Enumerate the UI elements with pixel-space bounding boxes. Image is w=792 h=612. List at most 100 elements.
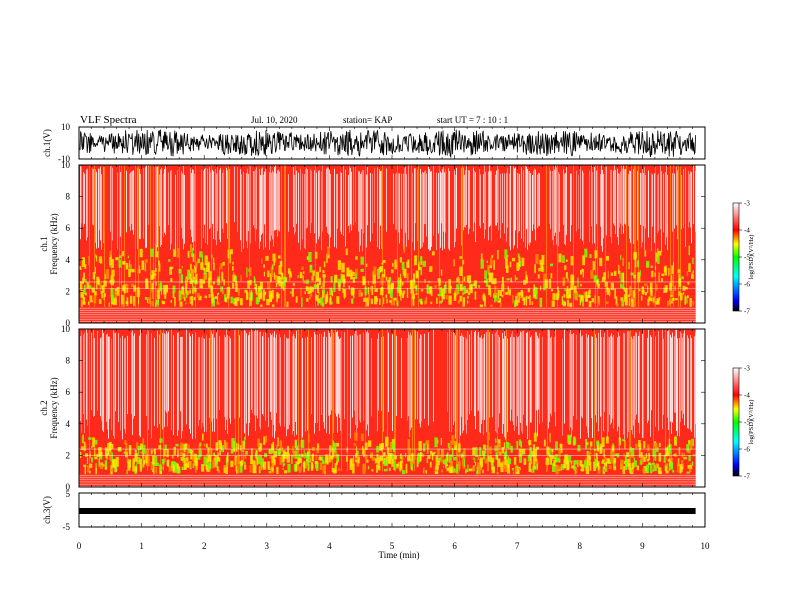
spectrogram-blob [110, 446, 112, 450]
spectrogram-blob [627, 458, 630, 467]
spectrogram-blob [541, 254, 545, 265]
spectrogram-blob [109, 264, 111, 268]
spectrogram-blob [672, 262, 675, 269]
spectrogram-streak [156, 166, 157, 252]
spectrogram-blob [230, 448, 234, 454]
spectrogram-blob [427, 455, 431, 459]
spectrogram-streak [673, 165, 674, 308]
spectrogram-blob [484, 280, 487, 283]
spectrogram-blob [332, 447, 335, 457]
spectrogram-blob [436, 459, 440, 463]
spectrogram-blob [555, 454, 558, 463]
spectrogram-streak [401, 338, 402, 419]
spectrogram-blob [290, 291, 292, 294]
spectrogram-blob [565, 272, 568, 279]
spectrogram-streak [650, 335, 651, 437]
spectrogram-blob [445, 453, 449, 463]
spectrogram-blob [263, 436, 266, 445]
spectrogram-blob [370, 452, 374, 456]
spectrogram-streak [523, 330, 524, 415]
spectrogram-streak [488, 329, 489, 472]
spectrogram-blob [560, 464, 565, 470]
spectrogram-streak [605, 165, 606, 308]
spectrogram-blob [648, 462, 650, 469]
spectrogram-streak [582, 170, 583, 241]
spectrogram-streak [285, 165, 286, 308]
spectrogram-blob [580, 464, 584, 472]
spectrogram-blob [308, 288, 311, 294]
spectrogram-blob [432, 452, 435, 456]
spectrogram-streak [626, 165, 627, 308]
spectrogram-blob [109, 257, 112, 266]
spectrogram-blob [207, 462, 211, 469]
spectrogram-blob [270, 267, 274, 277]
spectrogram-blob [653, 464, 657, 472]
spectrogram-blob [262, 461, 267, 470]
spectrogram-blob [172, 464, 175, 473]
spectrogram-blob [663, 266, 666, 273]
spectrogram-blob [307, 451, 309, 457]
spectrogram-blob [396, 300, 399, 306]
spectrogram-blob [598, 296, 600, 304]
spectrogram-blob [346, 267, 350, 277]
spectrogram-blob [174, 462, 177, 467]
spectrogram-blob [584, 248, 588, 258]
spectrogram-streak [210, 172, 211, 228]
spectrogram-blob [282, 450, 286, 456]
spectrogram-blob [336, 442, 340, 447]
spectrogram-blob [412, 273, 416, 282]
spectrogram-streak [111, 338, 112, 431]
spectrogram-blob [245, 450, 248, 455]
spectrogram-blob [480, 259, 484, 269]
spectrogram-streak [253, 171, 254, 226]
spectrogram-streak [262, 167, 263, 234]
spectrogram-blob [517, 292, 522, 296]
spectrogram-streak [219, 169, 220, 240]
spectrogram-blob [490, 304, 493, 307]
spectrogram-streak [180, 336, 181, 412]
spectrogram-blob [110, 462, 113, 466]
spectrogram-blob [405, 463, 408, 474]
spectrogram-blob [250, 455, 253, 465]
spectrogram-blob [478, 284, 480, 288]
spectrogram-blob [606, 458, 610, 464]
spectrogram-blob [658, 272, 660, 283]
spectrogram-blob [533, 432, 537, 442]
spectrogram-streak [259, 332, 260, 427]
spectrogram-blob [622, 257, 624, 266]
spectrogram-streak [251, 329, 252, 410]
spectrogram-streak [554, 169, 555, 236]
spectrogram-blob [507, 458, 512, 465]
spectrogram-blob [294, 439, 297, 449]
spectrogram-blob [267, 281, 271, 290]
spectrogram-blob [557, 458, 561, 463]
spectrogram-blob [645, 453, 648, 459]
spectrogram-blob [155, 299, 158, 305]
spectrogram-blob [289, 273, 292, 278]
spectrogram-streak [343, 165, 344, 236]
frequency-tick-label: 8 [66, 356, 71, 366]
spectrogram-blob [589, 441, 593, 447]
spectrogram-blob [539, 259, 543, 265]
spectrogram-blob [532, 459, 536, 469]
spectrogram-streak [89, 329, 90, 472]
spectrogram-streak [145, 167, 146, 249]
spectrogram-blob [581, 268, 584, 272]
spectrogram-blob [658, 297, 661, 301]
spectrogram-blob [237, 297, 240, 302]
spectrogram-blob [333, 443, 337, 453]
spectrogram-streak [212, 169, 213, 224]
spectrogram-streak [248, 173, 249, 232]
spectrogram-blob [255, 465, 257, 474]
spectrogram-blob [319, 266, 321, 272]
spectrogram-streak [316, 172, 317, 244]
spectrogram-streak [289, 330, 290, 425]
colorbar-tick-label: -3 [744, 365, 750, 373]
spectrogram-blob [392, 298, 396, 306]
spectrogram-streak [271, 172, 272, 236]
spectrogram-blob [331, 289, 333, 296]
spectrogram-blob [504, 456, 507, 465]
spectrogram-streak [521, 332, 522, 432]
spectrogram-streak [248, 335, 249, 436]
